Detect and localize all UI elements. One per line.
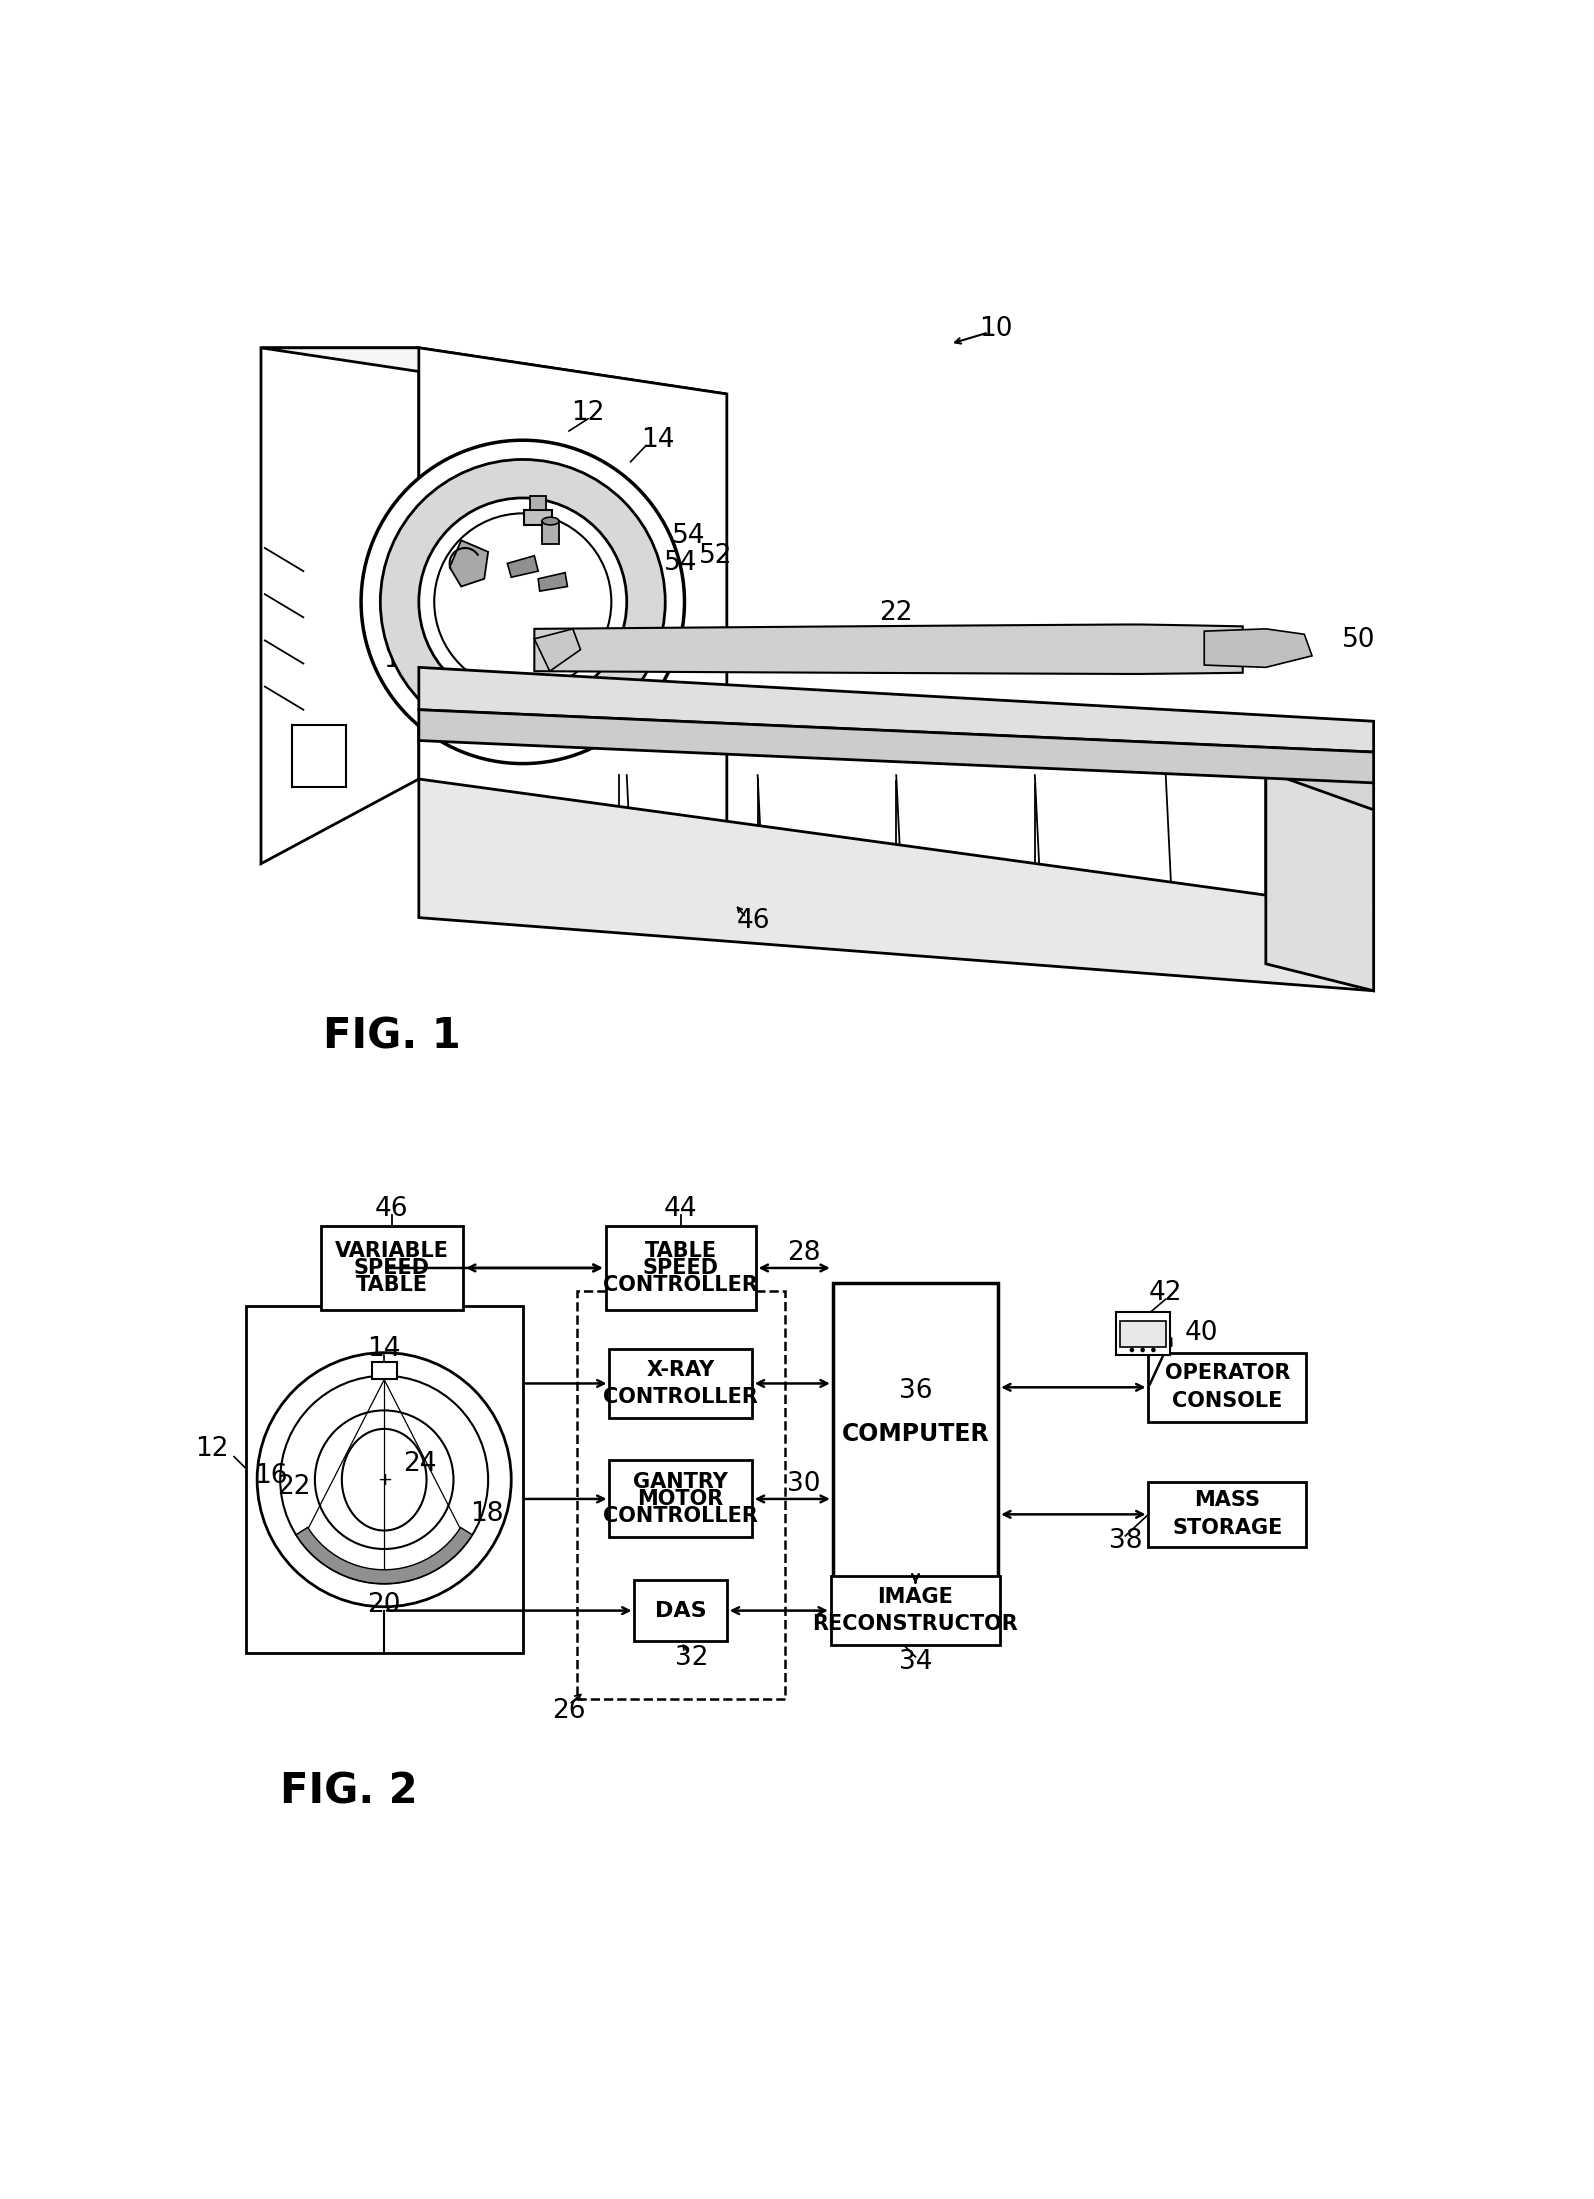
Polygon shape (419, 666, 1374, 752)
Text: 34: 34 (899, 1649, 932, 1676)
Text: CONTROLLER: CONTROLLER (603, 1275, 759, 1295)
Bar (609, 1348, 752, 1418)
Polygon shape (419, 778, 1374, 992)
Polygon shape (261, 347, 727, 394)
Bar (830, 1577, 999, 1645)
Polygon shape (1203, 629, 1312, 666)
Polygon shape (539, 572, 567, 592)
Text: +: + (376, 1471, 392, 1489)
Text: CONTROLLER: CONTROLLER (603, 1388, 759, 1407)
Text: 46: 46 (375, 1196, 408, 1223)
Polygon shape (419, 347, 727, 910)
Bar (606, 1225, 756, 1311)
Text: CONTROLLER: CONTROLLER (603, 1506, 759, 1526)
Bar (1116, 1313, 1170, 1355)
Text: 54: 54 (671, 523, 705, 550)
Text: FIG. 1: FIG. 1 (322, 1016, 461, 1058)
Text: 44: 44 (663, 1196, 698, 1223)
Text: COMPUTER: COMPUTER (842, 1421, 990, 1445)
Text: IMAGE: IMAGE (878, 1588, 953, 1607)
Polygon shape (534, 629, 580, 671)
Circle shape (1140, 1348, 1144, 1352)
Text: X-RAY: X-RAY (647, 1359, 714, 1379)
Bar (1148, 1352, 1305, 1423)
Text: 42: 42 (1149, 1280, 1183, 1306)
Text: 12: 12 (194, 1436, 228, 1462)
Text: 48: 48 (448, 559, 481, 585)
Text: SPEED: SPEED (642, 1258, 719, 1278)
Bar (371, 1361, 397, 1379)
Text: FIG. 2: FIG. 2 (281, 1770, 418, 1812)
Text: 20: 20 (368, 1592, 402, 1618)
Bar (531, 495, 545, 510)
Text: 14: 14 (368, 1335, 402, 1361)
Text: 38: 38 (1108, 1528, 1141, 1555)
Text: 46: 46 (736, 908, 770, 935)
Text: 22: 22 (880, 600, 913, 627)
Text: TABLE: TABLE (355, 1275, 427, 1295)
Bar (542, 521, 559, 543)
Text: 12: 12 (572, 400, 606, 427)
Polygon shape (261, 347, 419, 864)
Bar (634, 1579, 727, 1640)
Polygon shape (419, 710, 1374, 783)
Circle shape (381, 460, 665, 743)
Bar (832, 1284, 998, 1583)
Circle shape (1130, 1348, 1135, 1352)
Polygon shape (1266, 752, 1374, 910)
Text: 16: 16 (255, 1462, 289, 1489)
Text: OPERATOR: OPERATOR (1165, 1363, 1290, 1383)
Text: 32: 32 (676, 1645, 709, 1671)
Text: MOTOR: MOTOR (638, 1489, 724, 1509)
Text: DAS: DAS (655, 1601, 706, 1621)
Bar (320, 1225, 464, 1311)
Text: 40: 40 (1184, 1319, 1218, 1346)
Bar (245, 1306, 523, 1654)
Text: 10: 10 (980, 317, 1014, 341)
Text: RECONSTRUCTOR: RECONSTRUCTOR (813, 1614, 1019, 1634)
Text: 14: 14 (641, 427, 674, 453)
Text: 24: 24 (403, 1451, 437, 1478)
Text: STORAGE: STORAGE (1172, 1517, 1283, 1539)
Bar (1148, 1482, 1305, 1548)
Text: SPEED: SPEED (354, 1258, 430, 1278)
Bar (1119, 1322, 1165, 1346)
Circle shape (1151, 1348, 1156, 1352)
Text: MASS: MASS (1194, 1491, 1261, 1511)
Text: 36: 36 (899, 1379, 932, 1405)
Bar (609, 1460, 752, 1537)
Text: CONSOLE: CONSOLE (1172, 1392, 1283, 1412)
Bar (524, 510, 552, 526)
Text: TABLE: TABLE (644, 1240, 717, 1260)
Text: 54: 54 (663, 550, 698, 576)
Polygon shape (507, 556, 539, 578)
Text: GANTRY: GANTRY (633, 1471, 728, 1491)
Polygon shape (296, 1528, 472, 1583)
Text: 52: 52 (698, 543, 732, 570)
Text: 30: 30 (787, 1471, 821, 1498)
Polygon shape (1266, 772, 1374, 992)
Circle shape (419, 497, 626, 706)
Bar (577, 1291, 784, 1700)
Text: 28: 28 (787, 1240, 821, 1267)
Text: 50: 50 (1342, 627, 1376, 653)
Ellipse shape (542, 517, 559, 526)
Polygon shape (450, 541, 488, 587)
Text: 26: 26 (552, 1698, 585, 1724)
Text: 22: 22 (277, 1473, 311, 1500)
Polygon shape (534, 625, 1243, 673)
Text: VARIABLE: VARIABLE (335, 1240, 450, 1260)
Circle shape (362, 440, 684, 763)
Text: 18: 18 (383, 647, 416, 673)
Text: 18: 18 (470, 1502, 504, 1528)
